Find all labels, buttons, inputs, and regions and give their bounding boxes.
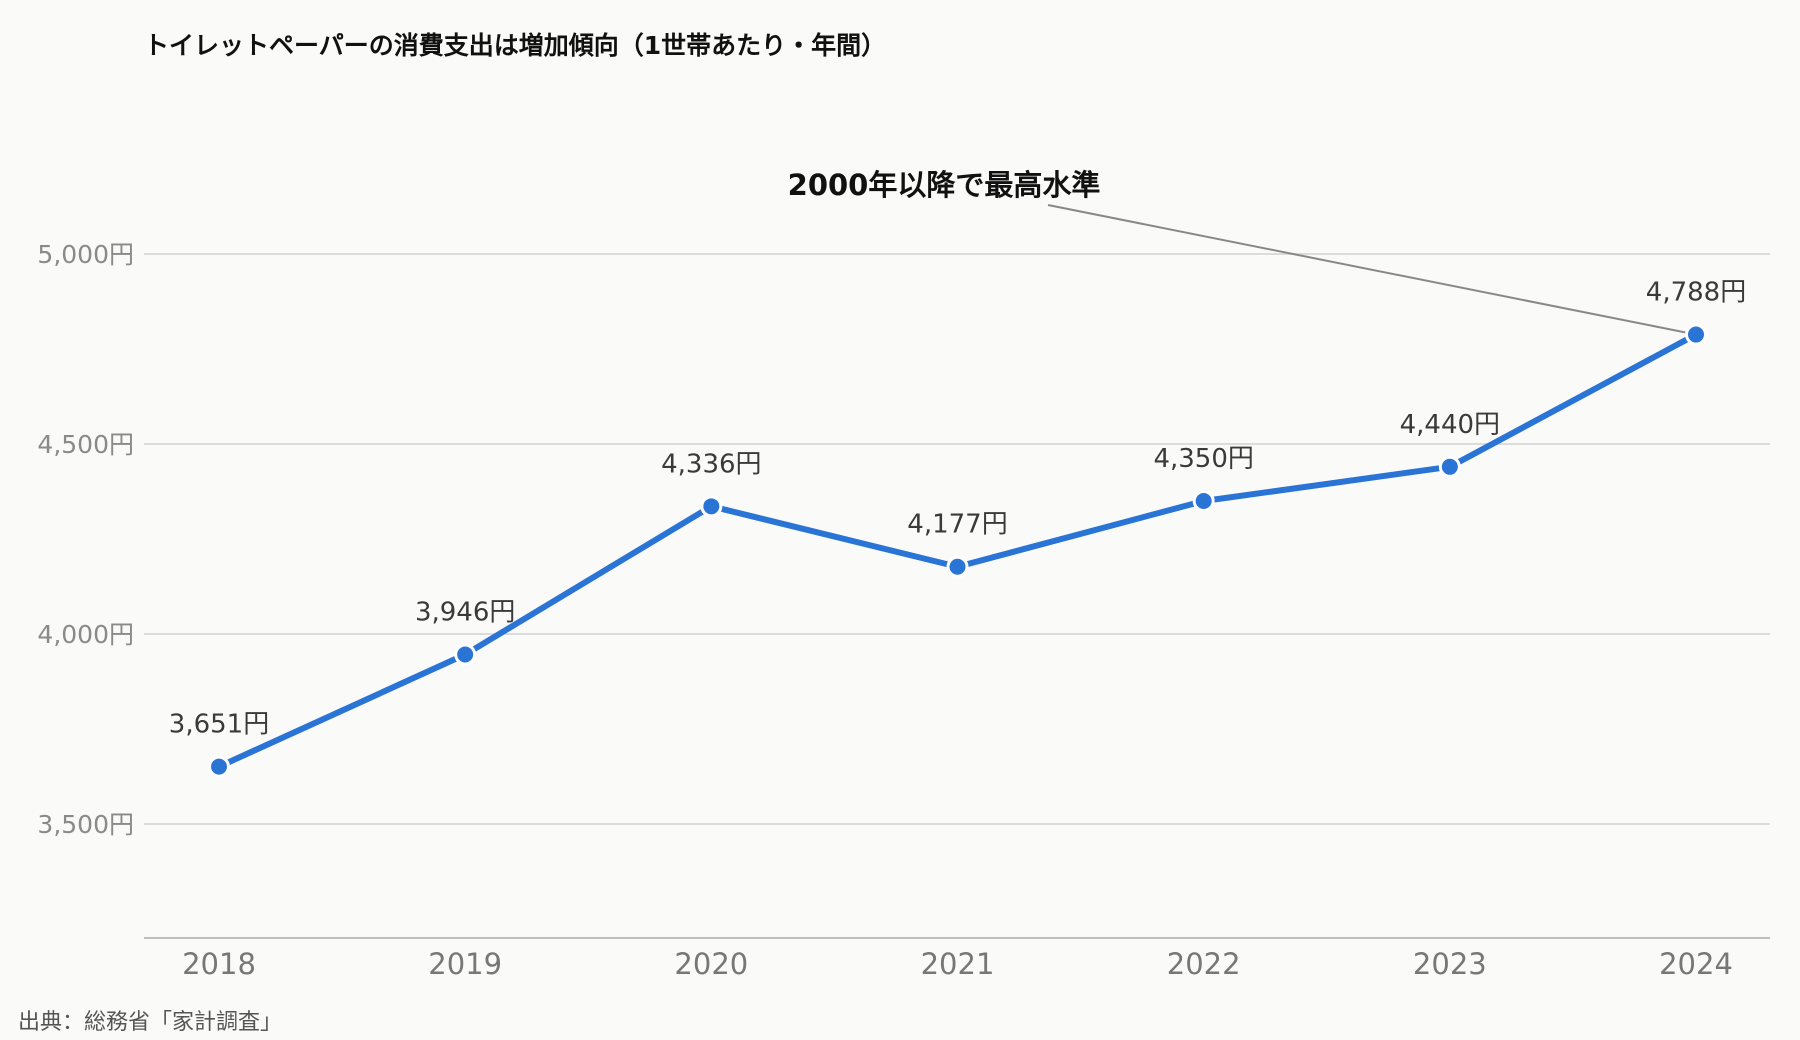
x-tick-label: 2020 [674, 947, 748, 981]
series-line [216, 331, 1699, 770]
data-point [1685, 323, 1707, 346]
x-tick-label: 2023 [1413, 947, 1487, 981]
gridlines [144, 253, 1770, 825]
y-tick-label: 4,000円 [37, 620, 134, 649]
data-label: 3,946円 [415, 598, 515, 628]
data-labels: 3,651円 3,946円 4,336円 4,177円 4,350円 4,440円 4,78… [169, 278, 1746, 740]
data-label: 4,440円 [1400, 410, 1500, 440]
chart-title: トイレットペーパーの消費支出は増加傾向（1世帯あたり・年間） [144, 31, 887, 60]
y-tick-label: 4,500円 [37, 430, 134, 459]
data-point [946, 555, 969, 578]
y-tick-label: 5,000円 [37, 240, 134, 269]
data-point [208, 755, 230, 778]
data-point [700, 495, 723, 518]
x-tick-label: 2021 [921, 947, 995, 981]
x-tick-labels: 2018 2019 2020 2021 2022 2023 2024 [182, 947, 1733, 981]
y-tick-label: 3,500円 [37, 810, 134, 839]
series-path [216, 331, 1699, 770]
x-tick-label: 2024 [1659, 947, 1733, 981]
y-tick-labels: 3,500円 4,000円 4,500円 5,000円 [37, 240, 134, 839]
annotation: 2000年以降で最高水準 [788, 168, 1697, 336]
x-tick-label: 2019 [428, 947, 502, 981]
data-label: 4,177円 [907, 510, 1007, 540]
x-tick-label: 2022 [1167, 947, 1241, 981]
data-point [1438, 455, 1461, 478]
source-note: 出典：総務省「家計調査」 [18, 1010, 283, 1035]
data-label: 3,651円 [169, 710, 269, 740]
data-points [208, 323, 1707, 778]
data-label: 4,788円 [1646, 278, 1746, 308]
annotation-text: 2000年以降で最高水準 [788, 168, 1101, 202]
data-point [1192, 490, 1215, 512]
annotation-leader-line [1047, 204, 1697, 336]
data-label: 4,350円 [1153, 444, 1253, 474]
data-label: 4,336円 [661, 449, 761, 479]
data-point [454, 643, 477, 666]
x-tick-label: 2018 [182, 947, 256, 981]
